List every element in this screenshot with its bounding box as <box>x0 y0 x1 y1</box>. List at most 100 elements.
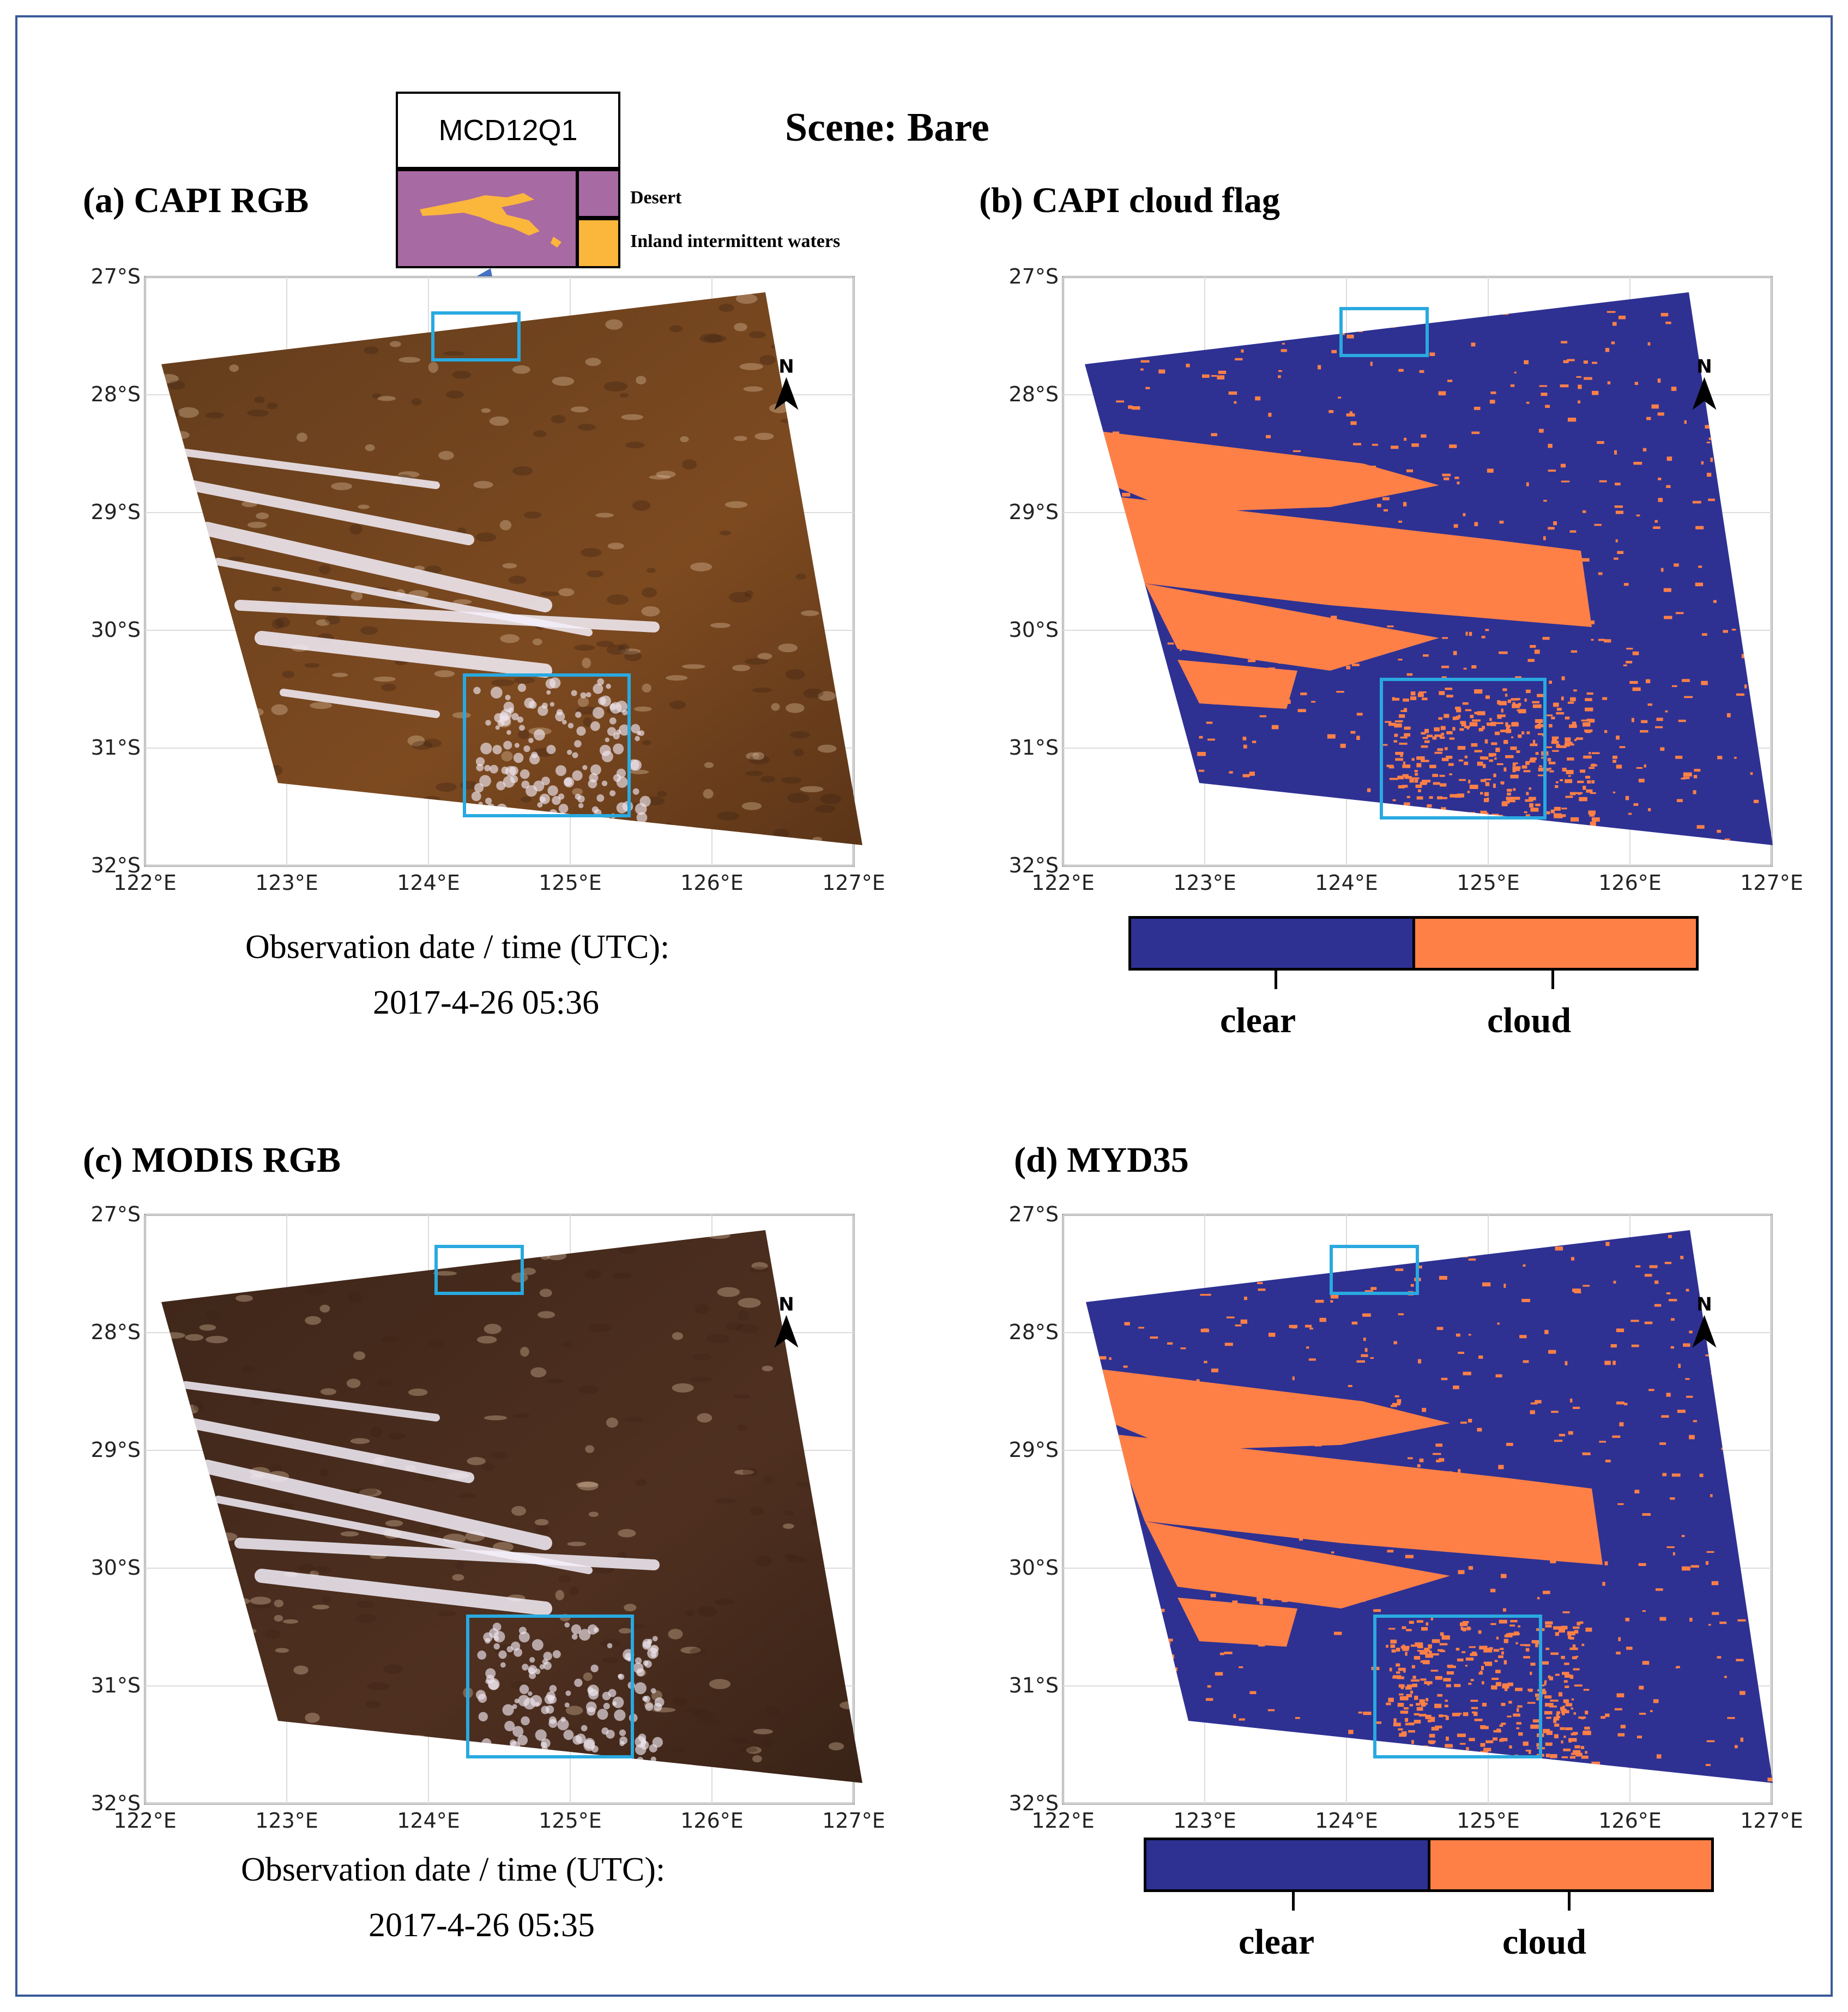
panel-c-cloud-cell <box>511 1641 521 1651</box>
panel-b-cloud-pixel <box>1717 756 1723 760</box>
panel-b-cloud-pixel <box>1461 723 1466 727</box>
panel-a-cloud-streak <box>185 480 474 545</box>
panel-d-cloud-pixel <box>1562 1672 1569 1675</box>
panel-d-cloud-pixel <box>1489 1647 1493 1650</box>
panel-c-texture <box>742 1467 758 1477</box>
panel-b-cloud-pixel <box>1561 696 1564 701</box>
panel-b-cloud-pixel <box>1532 701 1540 703</box>
panel-d-lat-tick: 31°S <box>1009 1673 1059 1697</box>
panel-a-cloud-cell <box>541 776 550 786</box>
panel-a-texture <box>716 811 740 821</box>
panel-a-cloud-cell <box>607 727 617 736</box>
panel-a-cloud-cell <box>596 794 605 802</box>
panel-b-cloud-pixel <box>1122 492 1131 497</box>
panel-b-cloud-pixel <box>1489 400 1495 404</box>
panel-b-cloud-pixel <box>1507 799 1515 803</box>
panel-b-cloud-pixel <box>1211 433 1217 437</box>
panel-d-cloud-pixel <box>1507 1715 1512 1718</box>
panel-b-cloud-pixel <box>1578 384 1582 389</box>
panel-d-cloud-pixel <box>1605 1460 1611 1462</box>
panel-b-cloud-pixel <box>1392 697 1400 701</box>
panel-b-cloud-pixel <box>1446 695 1453 698</box>
panel-d-cloud-pixel <box>1610 1344 1617 1348</box>
panel-b-cloud-pixel <box>1651 404 1659 409</box>
panel-c-texture <box>355 1614 377 1624</box>
panel-d-cloud-pixel <box>1263 1613 1266 1617</box>
panel-b-north-label: N <box>1696 356 1712 378</box>
panel-a-texture <box>254 396 265 403</box>
panel-d-cloud-pixel <box>1443 1678 1451 1682</box>
panel-c-texture <box>750 1507 764 1516</box>
panel-b-cloud-pixel <box>1298 466 1307 468</box>
panel-d-lat-tick: 32°S <box>1009 1791 1059 1815</box>
panel-d-cloud-pixel <box>1405 1718 1409 1722</box>
panel-b-cloud-pixel <box>1585 775 1591 779</box>
panel-b-cloud-pixel <box>1503 740 1508 744</box>
panel-d-cloud-pixel <box>1548 1350 1556 1354</box>
panel-b-cloud-pixel <box>1179 522 1186 525</box>
panel-b-cloud-pixel <box>1235 358 1243 360</box>
panel-b-cloud-pixel <box>1192 677 1199 680</box>
panel-b-cloud-pixel <box>1346 334 1354 339</box>
panel-b-cloud-region <box>1177 660 1297 709</box>
panel-d-cloud-pixel <box>1206 1559 1211 1564</box>
panel-b-cloud-pixel <box>1211 375 1217 377</box>
panel-b-cloud-pixel <box>1265 435 1271 438</box>
colorbar-d <box>1144 1838 1714 1892</box>
panel-b-cloud-pixel <box>1498 652 1503 654</box>
panel-b-cloud-pixel <box>1556 594 1559 597</box>
panel-d-cloud-pixel <box>1195 1514 1203 1517</box>
colorbar-d-tick-clear <box>1292 1892 1295 1911</box>
panel-b-cloud-pixel <box>1507 699 1511 703</box>
panel-b-cloud-pixel <box>1505 722 1508 727</box>
panel-d-cloud-pixel <box>1299 1538 1303 1541</box>
panel-b-cloud-pixel <box>1411 777 1420 779</box>
panel-b-cloud-pixel <box>1394 723 1402 728</box>
panel-a-texture <box>473 481 493 489</box>
panel-d-cloud-region <box>1112 1434 1603 1565</box>
panel-c-texture <box>555 1589 564 1600</box>
panel-d-cloud-pixel <box>1239 1718 1245 1721</box>
panel-a-texture <box>436 782 457 792</box>
panel-d-cloud-pixel <box>1362 1313 1371 1317</box>
panel-d-cloud-pixel <box>1572 1644 1576 1649</box>
panel-c-cloud-cell <box>478 1712 488 1722</box>
panel-b-cloud-pixel <box>1536 724 1544 727</box>
panel-d-cloud-pixel <box>1649 1265 1658 1268</box>
panel-b-cloud-pixel <box>1681 778 1686 780</box>
panel-d-cloud-pixel <box>1404 1543 1410 1547</box>
panel-b-cloud-pixel <box>1439 736 1445 739</box>
panel-b-cloud-pixel <box>1666 485 1671 488</box>
panel-d-cloud-pixel <box>1410 1644 1420 1647</box>
panel-c-texture <box>690 1648 706 1655</box>
panel-b-cloud-pixel <box>1221 644 1225 648</box>
panel-d-cloud-pixel <box>1319 1317 1326 1322</box>
panel-b-cloud-pixel <box>1497 716 1502 719</box>
panel-d-cloud-pixel <box>1503 1638 1508 1643</box>
panel-b-cloud-pixel <box>1197 752 1206 756</box>
panel-d-cloud-pixel <box>1575 1752 1583 1757</box>
panel-d-cloud-pixel <box>1712 1612 1719 1615</box>
panel-d-cloud-pixel <box>1207 1685 1211 1688</box>
panel-b-cloud-pixel <box>1597 441 1604 444</box>
panel-c-cloud-cell <box>535 1729 547 1741</box>
panel-a-cloud-cell <box>577 795 585 803</box>
panel-b-cloud-pixel <box>1252 740 1257 743</box>
panel-b-cloud-pixel <box>1660 312 1669 317</box>
panel-c-texture <box>350 1438 370 1444</box>
panel-d-cloud-pixel <box>1481 1666 1484 1671</box>
panel-b-cloud-pixel <box>1565 742 1573 745</box>
panel-a-lat-tick: 29°S <box>91 500 141 524</box>
panel-b-cloud-pixel <box>1477 761 1483 766</box>
panel-b-cloud-pixel <box>1240 534 1247 537</box>
panel-b-cloud-pixel <box>1279 455 1283 457</box>
panel-d-cloud-pixel <box>1507 1682 1513 1686</box>
panel-a-cloud-cell <box>529 754 540 765</box>
panel-d-cloud-pixel <box>1439 1276 1447 1280</box>
panel-d-cloud-pixel <box>1437 1694 1443 1697</box>
panel-a-cloud-cell <box>632 788 639 795</box>
panel-d-cloud-pixel <box>1207 1534 1216 1539</box>
panel-b-cloud-pixel <box>1416 756 1425 760</box>
panel-d-cloud-pixel <box>1410 1690 1414 1694</box>
